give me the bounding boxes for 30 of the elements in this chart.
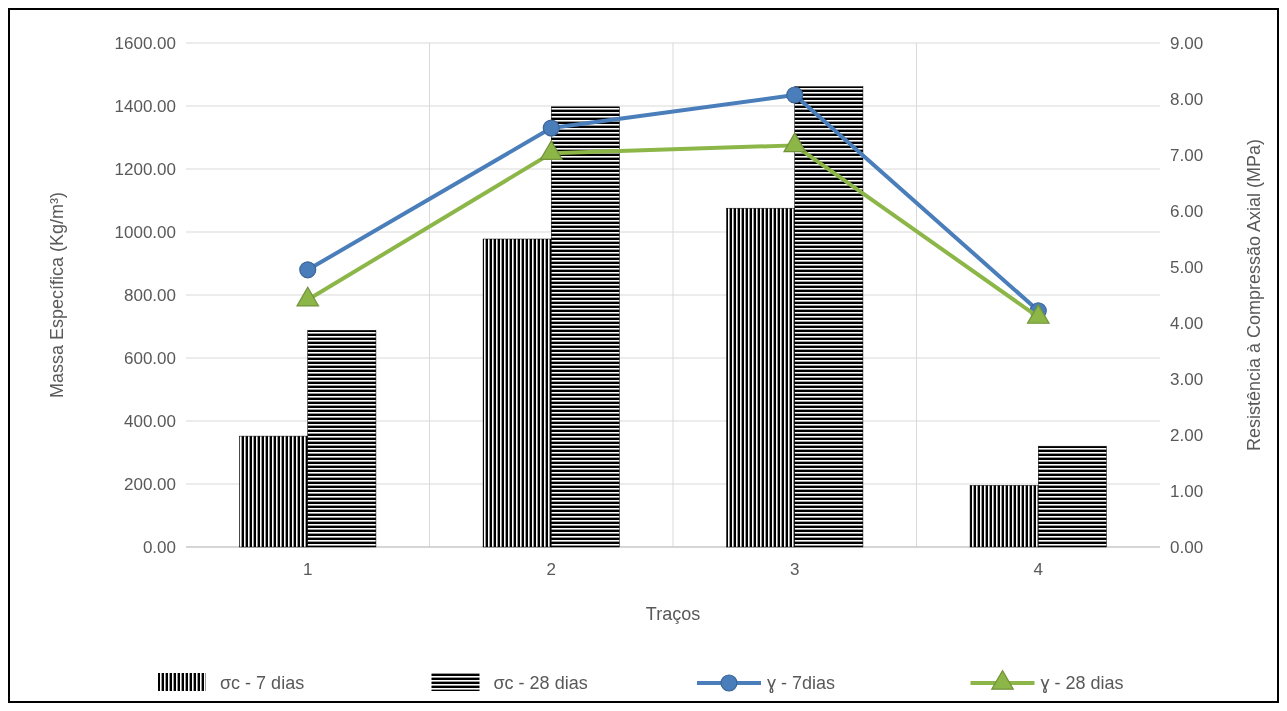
y2-tick-label: 2.00 xyxy=(1170,425,1204,445)
y-tick-label: 1600.00 xyxy=(114,33,176,53)
y-tick-label: 400.00 xyxy=(124,411,176,431)
y2-tick-label: 3.00 xyxy=(1170,369,1204,389)
x-tick-label: 4 xyxy=(1033,560,1043,579)
y-tick-label: 800.00 xyxy=(124,285,176,305)
legend-label: σc - 7 dias xyxy=(220,673,305,694)
y2-axis-title: Resistência à Compressão Axial (MPa) xyxy=(1244,138,1264,452)
y-tick-label: 1400.00 xyxy=(114,96,176,116)
y2-tick-label: 8.00 xyxy=(1170,89,1204,109)
x-tick-label: 1 xyxy=(303,560,313,579)
y-tick-label: 200.00 xyxy=(124,474,176,494)
y2-tick-label: 6.00 xyxy=(1170,201,1204,221)
y2-tick-label: 7.00 xyxy=(1170,145,1204,165)
y-tick-label: 0.00 xyxy=(142,537,176,557)
x-tick-label: 3 xyxy=(790,560,800,579)
y-tick-label: 1200.00 xyxy=(114,159,176,179)
legend-label: ɣ - 7dias xyxy=(767,673,836,694)
y2-tick-label: 0.00 xyxy=(1170,537,1204,557)
legend-label: ɣ - 28 dias xyxy=(1040,673,1124,694)
y-tick-label: 1000.00 xyxy=(114,222,176,242)
legend-label: σc - 28 dias xyxy=(493,673,588,694)
y-tick-label: 600.00 xyxy=(124,348,176,368)
x-tick-label: 2 xyxy=(546,560,556,579)
y2-tick-label: 1.00 xyxy=(1170,481,1204,501)
y2-tick-label: 4.00 xyxy=(1170,313,1204,333)
y2-tick-label: 5.00 xyxy=(1170,257,1204,277)
x-axis-title: Traços xyxy=(645,604,701,624)
y-axis-title: Massa Específica (Kg/m³) xyxy=(47,191,67,399)
y2-tick-label: 9.00 xyxy=(1170,33,1204,53)
